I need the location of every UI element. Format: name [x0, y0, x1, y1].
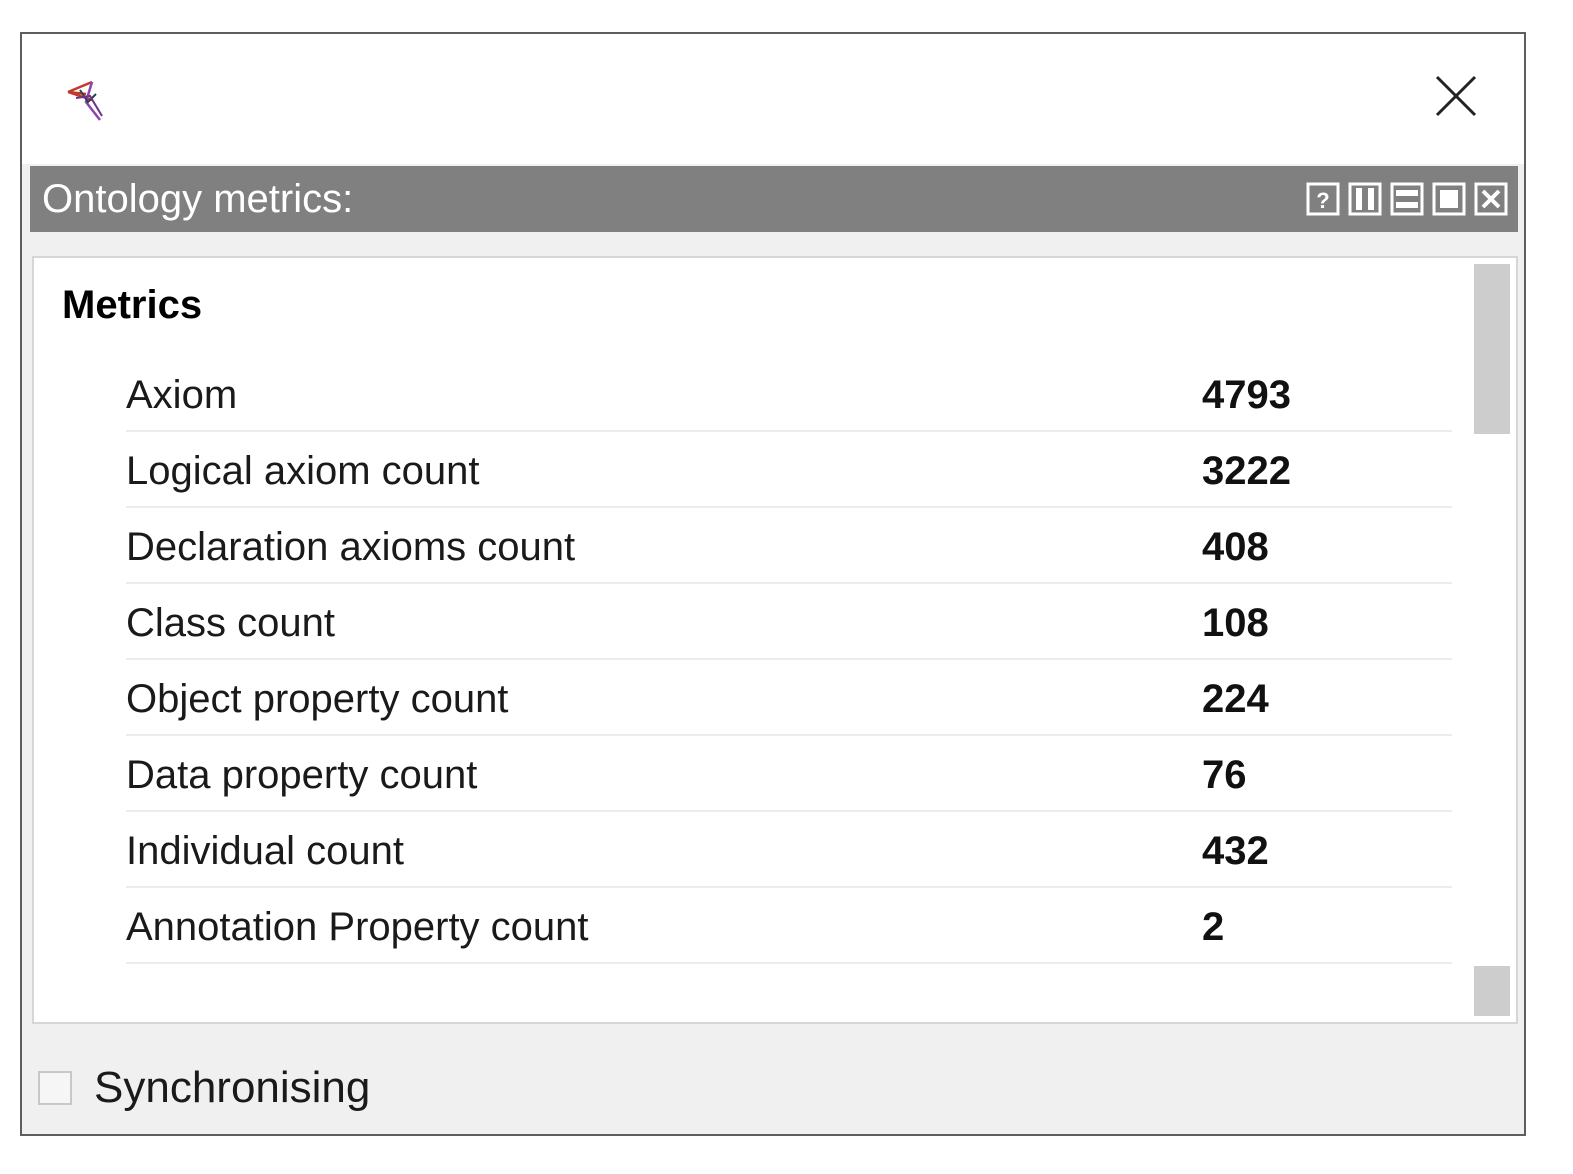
metric-value: 108 [1202, 601, 1269, 645]
metric-row: Logical axiom count 3222 [126, 432, 1452, 508]
view-header: Ontology metrics: ? [30, 166, 1518, 232]
close-view-icon[interactable] [1474, 182, 1508, 216]
window-titlebar [22, 34, 1524, 164]
view-title: Ontology metrics: [42, 177, 354, 221]
metric-value: 2 [1202, 905, 1225, 949]
metric-label: Declaration axioms count [126, 525, 576, 569]
split-horizontal-icon[interactable] [1390, 182, 1424, 216]
metric-label: Class count [126, 601, 335, 645]
metric-value: 432 [1202, 829, 1269, 873]
protege-logo-icon [62, 72, 114, 124]
metric-row: Declaration axioms count 408 [126, 508, 1452, 584]
metric-row: Object property count 224 [126, 660, 1452, 736]
synchronising-option[interactable]: Synchronising [38, 1058, 370, 1118]
close-icon[interactable] [1434, 74, 1478, 118]
metric-row: Axiom 4793 [126, 356, 1452, 432]
synchronising-checkbox[interactable] [38, 1071, 72, 1105]
metric-label: Logical axiom count [126, 449, 480, 493]
metrics-section-title: Metrics [62, 283, 203, 327]
ontology-metrics-window: Ontology metrics: ? [20, 32, 1526, 1136]
split-vertical-icon[interactable] [1348, 182, 1382, 216]
vertical-scrollbar[interactable] [1472, 262, 1512, 1018]
metric-value: 4793 [1202, 373, 1291, 417]
help-icon[interactable]: ? [1306, 182, 1340, 216]
scrollbar-down-area[interactable] [1474, 966, 1510, 1016]
metric-value: 3222 [1202, 449, 1291, 493]
synchronising-label: Synchronising [94, 1063, 371, 1112]
metric-row: Individual count 432 [126, 812, 1452, 888]
metrics-list: Axiom 4793 Logical axiom count 3222 Declarat… [126, 356, 1452, 964]
metric-label: Data property count [126, 753, 478, 797]
view-buttons: ? [1306, 182, 1508, 218]
metric-row: Class count 108 [126, 584, 1452, 660]
metric-row: Data property count 76 [126, 736, 1452, 812]
metric-label: Annotation Property count [126, 905, 589, 949]
metrics-panel: Metrics Axiom 4793 Logical axiom count 3222… [32, 256, 1518, 1024]
svg-text:?: ? [1316, 188, 1329, 213]
metric-label: Individual count [126, 829, 404, 873]
maximize-icon[interactable] [1432, 182, 1466, 216]
metric-value: 224 [1202, 677, 1269, 721]
metric-row: Annotation Property count 2 [126, 888, 1452, 964]
scrollbar-thumb[interactable] [1474, 264, 1510, 434]
metric-value: 76 [1202, 753, 1247, 797]
metric-label: Object property count [126, 677, 509, 721]
metric-label: Axiom [126, 373, 238, 417]
metric-value: 408 [1202, 525, 1269, 569]
